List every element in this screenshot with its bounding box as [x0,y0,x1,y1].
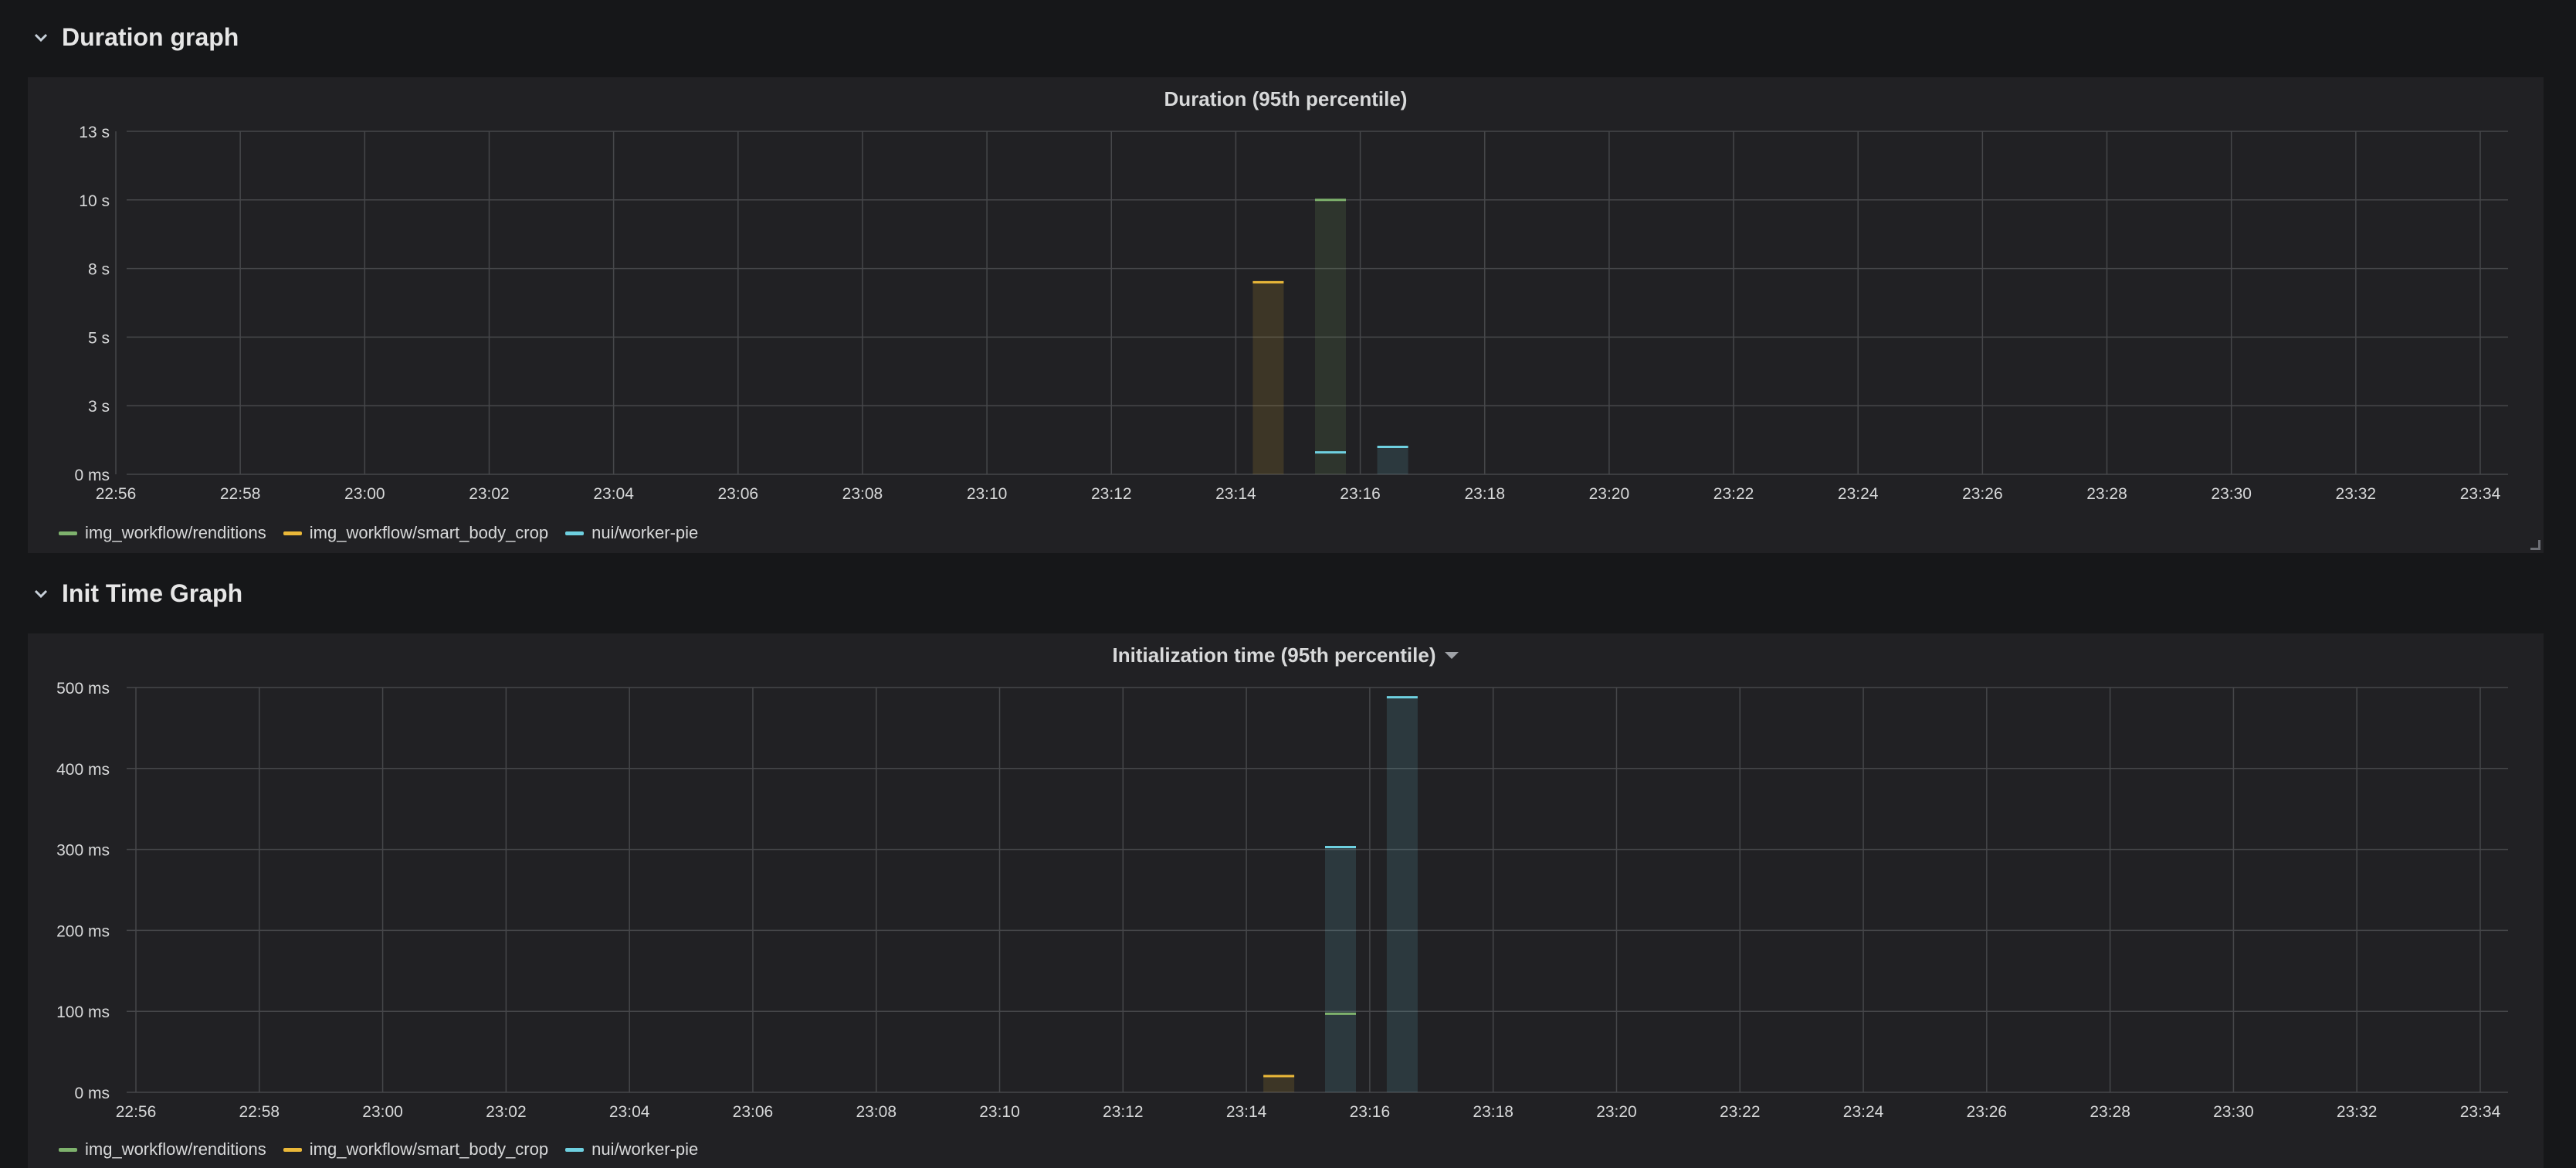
x-tick-label: 23:34 [2460,1103,2501,1121]
x-tick-label: 23:06 [718,485,759,503]
x-tick-label: 22:56 [116,1103,157,1121]
x-tick-label: 23:14 [1226,1103,1267,1121]
y-tick-label: 100 ms [56,1003,110,1021]
x-tick-label: 23:18 [1464,485,1505,503]
y-tick-label: 10 s [79,192,110,210]
y-tick-label: 5 s [88,329,110,347]
caret-down-icon[interactable] [1445,651,1459,659]
row-title: Init Time Graph [62,579,243,607]
legend-item-renditions[interactable]: img_workflow/renditions [59,523,266,543]
y-tick-label: 8 s [88,261,110,279]
legend-item-worker-pie[interactable]: nui/worker-pie [565,1139,698,1160]
legend-item-worker-pie[interactable]: nui/worker-pie [565,523,698,543]
duration-chart: 0 ms 3 s 5 s 8 s 10 s 13 s 22:56 22:58 23:00 23:0… [74,124,2508,503]
y-tick-label: 200 ms [56,922,110,940]
legend: img_workflow/renditions img_workflow/sma… [59,1137,698,1162]
x-tick-label: 23:20 [1589,485,1630,503]
legend-label: nui/worker-pie [591,1139,699,1159]
init-time-chart: 0 ms 100 ms 200 ms 300 ms 400 ms 500 ms 22:56 2… [56,680,2508,1121]
legend-label: img_workflow/renditions [85,1139,266,1159]
bar [1377,446,1408,474]
x-tick-label: 23:16 [1340,485,1381,503]
x-tick-label: 23:02 [469,485,510,503]
x-tick-label: 23:32 [2337,1103,2378,1121]
y-tick-label: 0 ms [74,1085,110,1102]
legend-item-renditions[interactable]: img_workflow/renditions [59,1139,266,1160]
x-tick-label: 23:18 [1473,1103,1513,1121]
panel-title[interactable]: Initialization time (95th percentile) [1112,643,1436,667]
x-tick-label: 23:28 [2086,485,2127,503]
y-tick-label: 3 s [88,398,110,416]
x-tick-label: 23:22 [1713,485,1754,503]
x-tick-label: 23:30 [2213,1103,2254,1121]
x-tick-label: 23:28 [2090,1103,2130,1121]
x-tick-label: 23:06 [733,1103,774,1121]
x-tick-label: 22:56 [96,485,137,503]
x-tick-label: 23:02 [486,1103,527,1121]
x-tick-label: 23:16 [1350,1103,1391,1121]
legend-item-smart-body-crop[interactable]: img_workflow/smart_body_crop [283,523,548,543]
legend-swatch [59,531,77,535]
legend-label: nui/worker-pie [591,523,699,542]
legend-item-smart-body-crop[interactable]: img_workflow/smart_body_crop [283,1139,548,1160]
legend-swatch [565,531,585,535]
chevron-down-icon[interactable] [28,580,54,606]
legend-label: img_workflow/renditions [85,523,266,542]
legend-swatch [565,1147,585,1152]
x-tick-label: 23:32 [2336,485,2377,503]
legend-swatch [283,1147,302,1152]
x-tick-label: 23:08 [856,1103,897,1121]
resize-handle-icon[interactable] [2530,540,2540,550]
x-tick-label: 23:20 [1596,1103,1637,1121]
row-header-init-time[interactable]: Init Time Graph [28,570,242,616]
row-header-duration[interactable]: Duration graph [28,14,239,60]
panel-title[interactable]: Duration (95th percentile) [1164,87,1408,110]
legend: img_workflow/renditions img_workflow/sma… [59,521,698,545]
x-tick-label: 23:24 [1838,485,1879,503]
legend-swatch [283,531,302,535]
x-tick-label: 23:00 [344,485,385,503]
bar [1252,282,1284,474]
bar [1263,1076,1295,1092]
y-tick-label: 13 s [79,124,110,141]
x-tick-label: 23:04 [609,1103,650,1121]
legend-label: img_workflow/smart_body_crop [309,1139,549,1159]
x-tick-label: 23:30 [2211,485,2252,503]
chevron-down-icon[interactable] [28,24,54,50]
x-tick-label: 23:08 [842,485,883,503]
x-tick-label: 23:12 [1103,1103,1144,1121]
x-tick-label: 23:26 [1962,485,2003,503]
y-tick-label: 300 ms [56,842,110,860]
row-title: Duration graph [62,22,239,51]
x-tick-label: 23:10 [967,485,1008,503]
x-tick-label: 22:58 [239,1103,280,1121]
bar [1315,199,1346,474]
y-tick-label: 400 ms [56,761,110,779]
legend-swatch [59,1147,77,1152]
x-tick-label: 23:00 [362,1103,403,1121]
duration-panel: Duration (95th percentile) 0 ms 3 s 5 s 8 s… [28,77,2544,553]
bar [1386,697,1418,1092]
bar [1325,847,1356,1092]
x-tick-label: 22:58 [220,485,261,503]
y-tick-label: 0 ms [74,467,110,484]
x-tick-label: 23:26 [1967,1103,2008,1121]
x-tick-label: 23:14 [1215,485,1256,503]
x-tick-label: 23:22 [1720,1103,1761,1121]
x-tick-label: 23:10 [979,1103,1020,1121]
y-tick-label: 500 ms [56,680,110,698]
x-tick-label: 23:12 [1091,485,1132,503]
x-tick-label: 23:34 [2460,485,2501,503]
x-tick-label: 23:24 [1843,1103,1884,1121]
legend-label: img_workflow/smart_body_crop [309,523,549,542]
x-tick-label: 23:04 [593,485,634,503]
init-time-panel: Initialization time (95th percentile) 0 … [28,633,2544,1168]
